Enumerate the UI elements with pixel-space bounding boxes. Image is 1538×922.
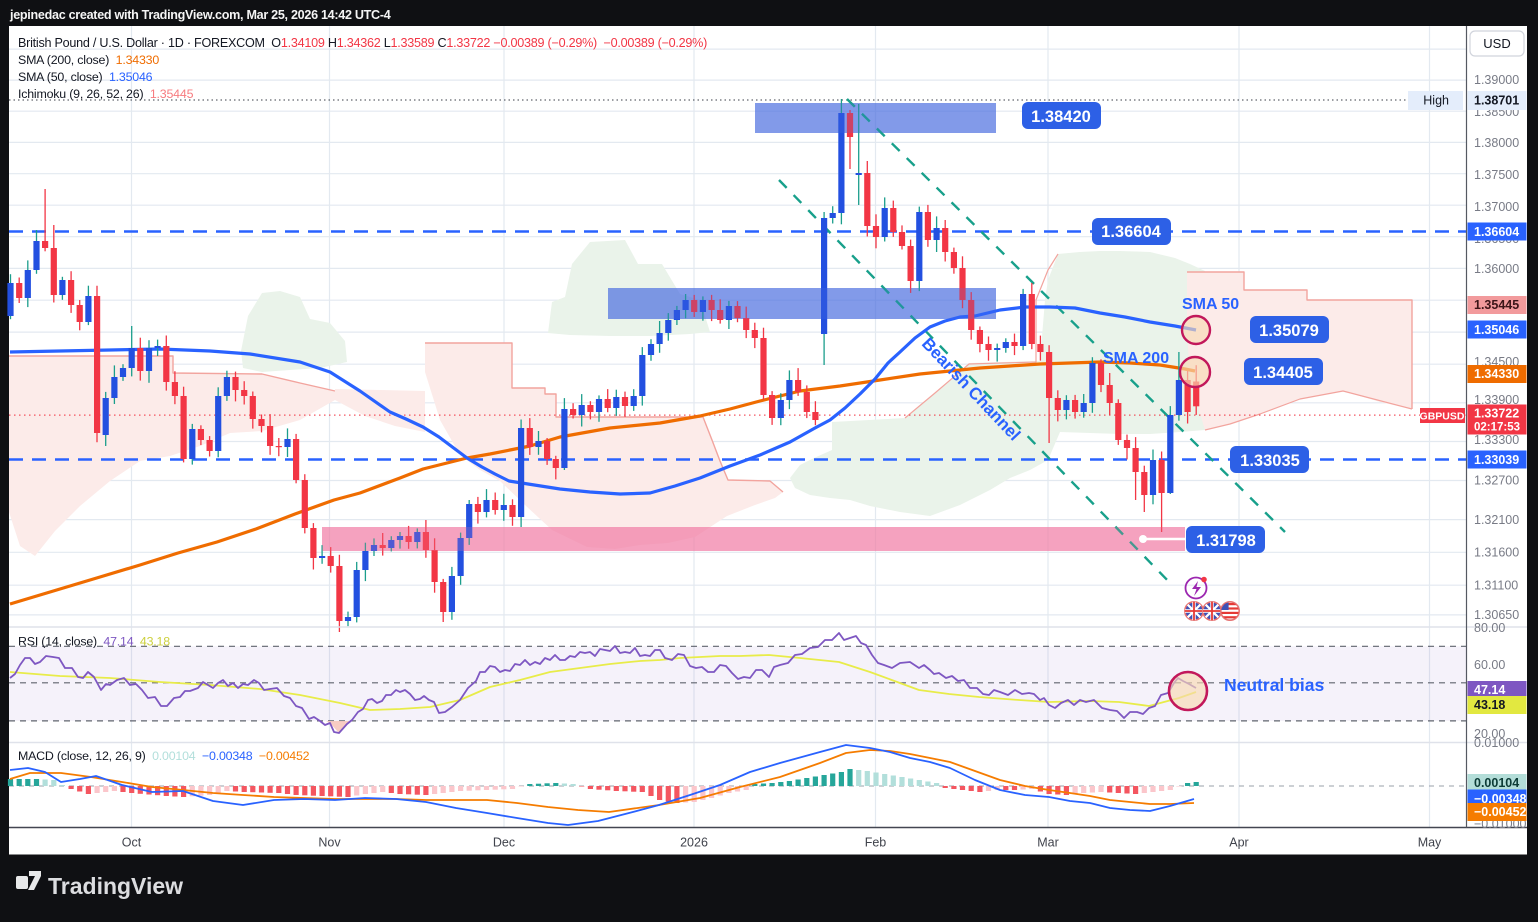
svg-text:SMA (200, close) 1.34330: SMA (200, close) 1.34330 xyxy=(18,53,159,67)
svg-text:1.38701: 1.38701 xyxy=(1474,94,1519,108)
svg-text:1.32100: 1.32100 xyxy=(1474,513,1519,527)
svg-text:1.38420: 1.38420 xyxy=(1031,108,1091,126)
svg-text:jepinedac created with Trading: jepinedac created with TradingView.com, … xyxy=(9,8,391,22)
svg-text:Nov: Nov xyxy=(318,836,341,850)
svg-text:1.33900: 1.33900 xyxy=(1474,393,1519,407)
svg-text:RSI (14, close) 47.14 43.18: RSI (14, close) 47.14 43.18 xyxy=(18,635,170,649)
svg-text:Ichimoku (9, 26, 52, 26) 1.35: Ichimoku (9, 26, 52, 26) 1.35445 xyxy=(18,87,194,101)
svg-text:High: High xyxy=(1423,94,1449,108)
svg-text:1.33039: 1.33039 xyxy=(1474,453,1519,467)
svg-text:1.33722: 1.33722 xyxy=(1474,407,1519,421)
svg-text:1.35445: 1.35445 xyxy=(1474,298,1519,312)
svg-text:0.01000: 0.01000 xyxy=(1474,736,1519,750)
svg-text:1.33035: 1.33035 xyxy=(1240,452,1300,470)
svg-text:British Pound / U.S. Dollar ·: British Pound / U.S. Dollar · 1D · FOREX… xyxy=(18,36,707,50)
svg-text:SMA 50: SMA 50 xyxy=(1182,296,1239,313)
svg-text:May: May xyxy=(1418,836,1442,850)
svg-text:80.00: 80.00 xyxy=(1474,621,1505,635)
svg-text:0.00104: 0.00104 xyxy=(1474,776,1519,790)
svg-text:SMA (50, close) 1.35046: SMA (50, close) 1.35046 xyxy=(18,70,153,84)
svg-text:1.32700: 1.32700 xyxy=(1474,474,1519,488)
svg-text:1.37000: 1.37000 xyxy=(1474,200,1519,214)
svg-text:Oct: Oct xyxy=(122,836,142,850)
svg-text:TradingView: TradingView xyxy=(48,873,183,899)
svg-text:02:17:53: 02:17:53 xyxy=(1474,422,1520,434)
svg-text:Mar: Mar xyxy=(1037,836,1059,850)
svg-text:1.34405: 1.34405 xyxy=(1253,364,1313,382)
svg-text:2026: 2026 xyxy=(680,836,708,850)
svg-text:1.39000: 1.39000 xyxy=(1474,73,1519,87)
svg-text:Neutral bias: Neutral bias xyxy=(1224,675,1324,695)
svg-text:1.31798: 1.31798 xyxy=(1196,532,1256,550)
svg-text:Feb: Feb xyxy=(865,836,887,850)
svg-text:1.31600: 1.31600 xyxy=(1474,546,1519,560)
svg-text:−0.00348: −0.00348 xyxy=(1474,792,1527,806)
svg-text:20.00: 20.00 xyxy=(1474,727,1505,741)
svg-text:1.36604: 1.36604 xyxy=(1101,223,1161,241)
svg-text:USD: USD xyxy=(1483,36,1510,51)
svg-text:1.35079: 1.35079 xyxy=(1259,322,1319,340)
svg-text:Apr: Apr xyxy=(1229,836,1248,850)
svg-text:Dec: Dec xyxy=(493,836,515,850)
svg-text:1.35046: 1.35046 xyxy=(1474,323,1519,337)
svg-text:MACD (close, 12, 26, 9) 0.001: MACD (close, 12, 26, 9) 0.00104 −0.00348… xyxy=(18,749,310,763)
svg-text:1.36604: 1.36604 xyxy=(1474,225,1519,239)
svg-text:1.33300: 1.33300 xyxy=(1474,433,1519,447)
svg-text:−0.00452: −0.00452 xyxy=(1474,805,1527,819)
svg-text:SMA 200: SMA 200 xyxy=(1103,350,1169,367)
svg-text:GBPUSD: GBPUSD xyxy=(1420,411,1465,423)
svg-text:1.38000: 1.38000 xyxy=(1474,136,1519,150)
svg-text:47.14: 47.14 xyxy=(1474,683,1505,697)
svg-text:43.18: 43.18 xyxy=(1474,698,1505,712)
svg-text:60.00: 60.00 xyxy=(1474,658,1505,672)
svg-text:1.31100: 1.31100 xyxy=(1474,579,1518,593)
svg-text:1.36000: 1.36000 xyxy=(1474,262,1519,276)
svg-text:1.37500: 1.37500 xyxy=(1474,168,1519,182)
svg-text:1.34330: 1.34330 xyxy=(1474,367,1519,381)
svg-text:1.30650: 1.30650 xyxy=(1474,608,1519,622)
